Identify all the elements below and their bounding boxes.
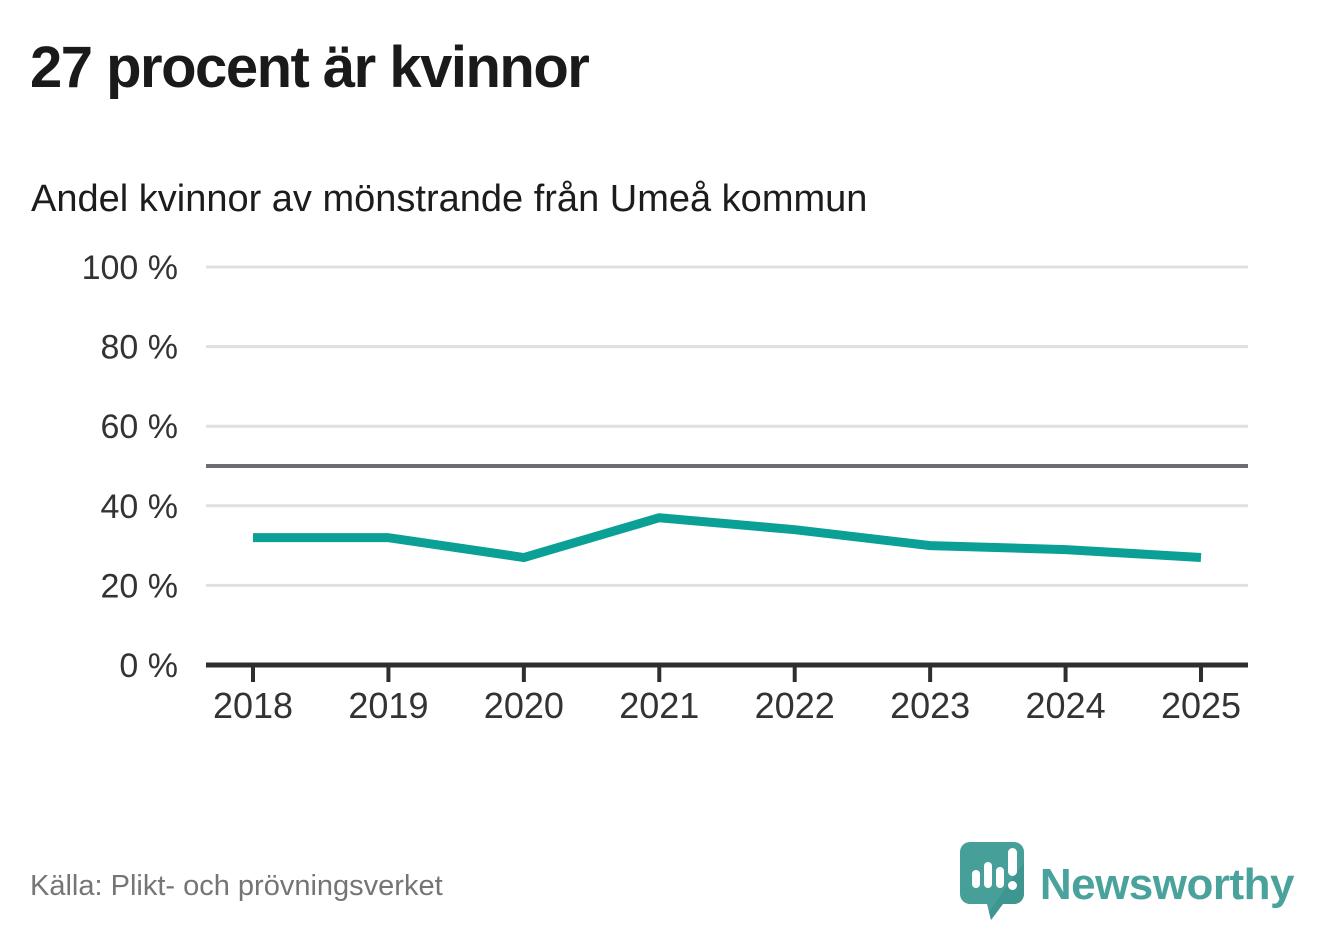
x-tick-label-2023: 2023 — [890, 685, 970, 726]
chart-subtitle: Andel kvinnor av mönstrande från Umeå ko… — [31, 178, 868, 220]
y-tick-label-100: 100 % — [82, 249, 178, 287]
x-tick-label-2020: 2020 — [484, 685, 564, 726]
x-tick-label-2018: 2018 — [213, 685, 293, 726]
brand-logo: Newsworthy — [958, 840, 1295, 929]
page-title: 27 procent är kvinnor — [30, 35, 590, 100]
newsworthy-icon — [958, 840, 1026, 929]
y-tick-label-0: 0 % — [119, 647, 178, 685]
line-chart: 0 % 20 % 40 % 60 % 80 % 100 % 2018 2019 2020 2021… — [0, 240, 1322, 760]
x-tick-label-2024: 2024 — [1026, 685, 1106, 726]
y-tick-label-60: 60 % — [101, 408, 179, 446]
x-tick-label-2019: 2019 — [348, 685, 428, 726]
x-tick-label-2022: 2022 — [755, 685, 835, 726]
y-tick-label-80: 80 % — [101, 329, 179, 367]
y-tick-label-40: 40 % — [101, 488, 179, 526]
brand-name: Newsworthy — [1039, 859, 1295, 909]
x-tick-label-2025: 2025 — [1161, 685, 1241, 726]
x-tick-label-2021: 2021 — [619, 685, 699, 726]
source-note: Källa: Plikt- och prövningsverket — [30, 870, 443, 902]
line-chart-svg: 0 % 20 % 40 % 60 % 80 % 100 % 2018 2019 2020 2021… — [82, 249, 1248, 726]
data-line-Andel kvinnor av mönstrande — [253, 513, 1202, 563]
y-tick-label-20: 20 % — [101, 567, 179, 605]
